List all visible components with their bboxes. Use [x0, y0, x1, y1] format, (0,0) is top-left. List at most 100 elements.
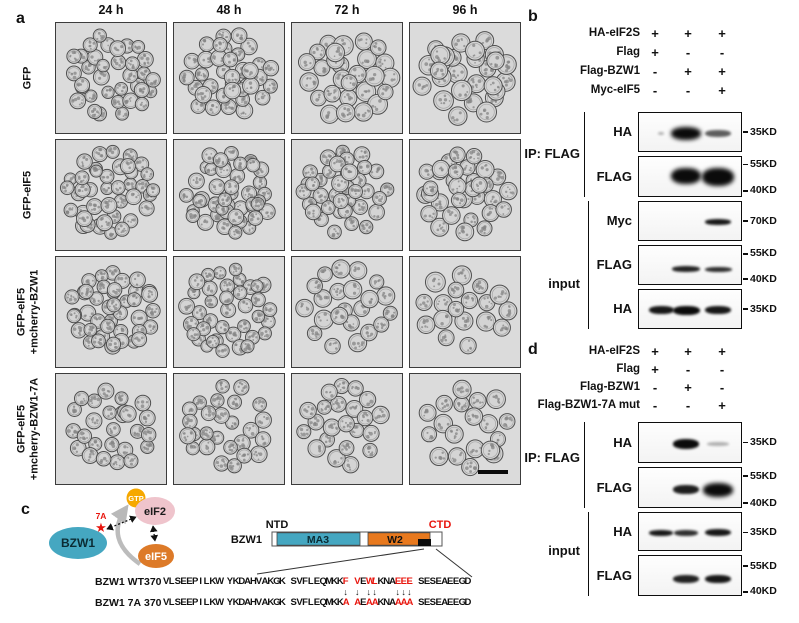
embryo	[451, 79, 473, 102]
embryo-texture-dot	[225, 305, 227, 307]
embryo-texture-dot	[306, 428, 309, 432]
embryo	[296, 424, 312, 440]
protein-band	[658, 131, 664, 135]
embryo-texture-dot	[265, 333, 269, 338]
residue: W	[365, 576, 375, 587]
embryo-texture-dot	[186, 417, 190, 421]
embryo-texture-dot	[236, 292, 241, 297]
embryo-texture-dot	[121, 343, 124, 346]
embryo-texture-dot	[244, 193, 247, 196]
embryo-inner-ring	[87, 414, 101, 428]
embryo-inner-ring	[239, 299, 252, 312]
embryo-texture-dot	[470, 348, 472, 350]
residue: G	[273, 576, 281, 587]
embryo-texture-dot	[358, 181, 362, 185]
condition-label: Flag	[616, 363, 640, 375]
embryo-texture-dot	[224, 36, 227, 39]
embryo-texture-dot	[97, 340, 101, 344]
embryo-texture-dot	[305, 84, 308, 87]
embryo-texture-dot	[193, 337, 196, 340]
embryo-inner-ring	[488, 391, 504, 407]
embryo-inner-ring	[326, 339, 339, 353]
embryo-texture-dot	[465, 164, 468, 167]
embryo-texture-dot	[475, 183, 478, 186]
embryo-texture-dot	[270, 211, 274, 215]
embryo-texture-dot	[132, 316, 136, 320]
embryo	[74, 77, 91, 94]
embryo-texture-dot	[373, 432, 376, 435]
embryo-inner-ring	[227, 328, 240, 341]
embryo-inner-ring	[135, 158, 148, 171]
embryo	[206, 334, 220, 349]
embryo-texture-dot	[187, 56, 191, 60]
embryo-texture-dot	[337, 179, 339, 182]
embryo-texture-dot	[126, 446, 129, 449]
embryo	[358, 183, 375, 200]
embryo-texture-dot	[483, 419, 486, 422]
embryo-texture-dot	[211, 200, 215, 205]
embryo-texture-dot	[323, 67, 327, 71]
marker-tick	[743, 190, 748, 192]
embryo	[145, 72, 161, 88]
embryo-inner-ring	[102, 87, 114, 98]
embryo-inner-ring	[188, 328, 199, 340]
embryo-texture-dot	[195, 176, 198, 180]
embryo	[340, 163, 359, 182]
embryo-texture-dot	[485, 116, 489, 120]
embryo-texture-dot	[70, 426, 74, 429]
embryo-texture-dot	[333, 288, 336, 291]
embryo-texture-dot	[505, 416, 509, 420]
mutation-arrows-row: ↓ ↓ ↓ ↓ ↓ ↓ ↓	[163, 587, 470, 597]
embryo-texture-dot	[97, 445, 99, 447]
embryo-image	[296, 378, 390, 474]
embryo	[110, 54, 127, 71]
embryo-texture-dot	[65, 184, 69, 188]
embryo-texture-dot	[370, 171, 374, 174]
embryo	[87, 103, 103, 120]
embryo-texture-dot	[202, 166, 205, 169]
embryo-texture-dot	[215, 397, 219, 401]
embryo-outline	[222, 51, 239, 68]
embryo-texture-dot	[237, 50, 241, 53]
embryo-micrograph	[173, 256, 285, 368]
embryo-inner-ring	[435, 92, 452, 109]
marker-tick	[743, 308, 748, 310]
embryo-texture-dot	[267, 67, 272, 72]
embryo	[222, 51, 239, 68]
embryo-texture-dot	[211, 85, 213, 87]
embryo-texture-dot	[207, 441, 210, 444]
embryo-texture-dot	[502, 324, 505, 327]
embryo-texture-dot	[261, 208, 264, 211]
embryo-inner-ring	[349, 382, 362, 395]
embryo-texture-dot	[451, 288, 455, 292]
embryo-texture-dot	[78, 189, 81, 193]
embryo-texture-dot	[220, 384, 223, 387]
embryo-texture-dot	[317, 315, 321, 319]
embryo-texture-dot	[336, 158, 339, 161]
embryo-texture-dot	[236, 438, 240, 442]
embryo-texture-dot	[215, 460, 220, 465]
embryo-texture-dot	[238, 290, 241, 292]
embryo-outline	[422, 180, 439, 197]
embryo-texture-dot	[128, 154, 132, 158]
embryo-texture-dot	[242, 453, 246, 457]
embryo-texture-dot	[508, 305, 511, 308]
molecular-weight-label: 40KD	[750, 496, 777, 509]
embryo-texture-dot	[428, 185, 432, 189]
embryo-texture-dot	[433, 278, 436, 281]
embryo-texture-dot	[494, 64, 497, 68]
embryo-texture-dot	[445, 403, 450, 407]
embryo-texture-dot	[249, 288, 252, 292]
embryo-texture-dot	[486, 111, 489, 115]
embryo-texture-dot	[143, 62, 147, 66]
embryo-texture-dot	[223, 463, 228, 467]
embryo-texture-dot	[312, 184, 315, 187]
embryo-texture-dot	[217, 206, 220, 209]
embryo-outline	[296, 424, 312, 440]
embryo-texture-dot	[507, 186, 509, 189]
embryo-texture-dot	[90, 208, 93, 211]
embryo-texture-dot	[189, 444, 193, 448]
embryo-outline	[444, 424, 464, 444]
embryo-texture-dot	[197, 199, 201, 203]
residue: F	[302, 597, 308, 608]
